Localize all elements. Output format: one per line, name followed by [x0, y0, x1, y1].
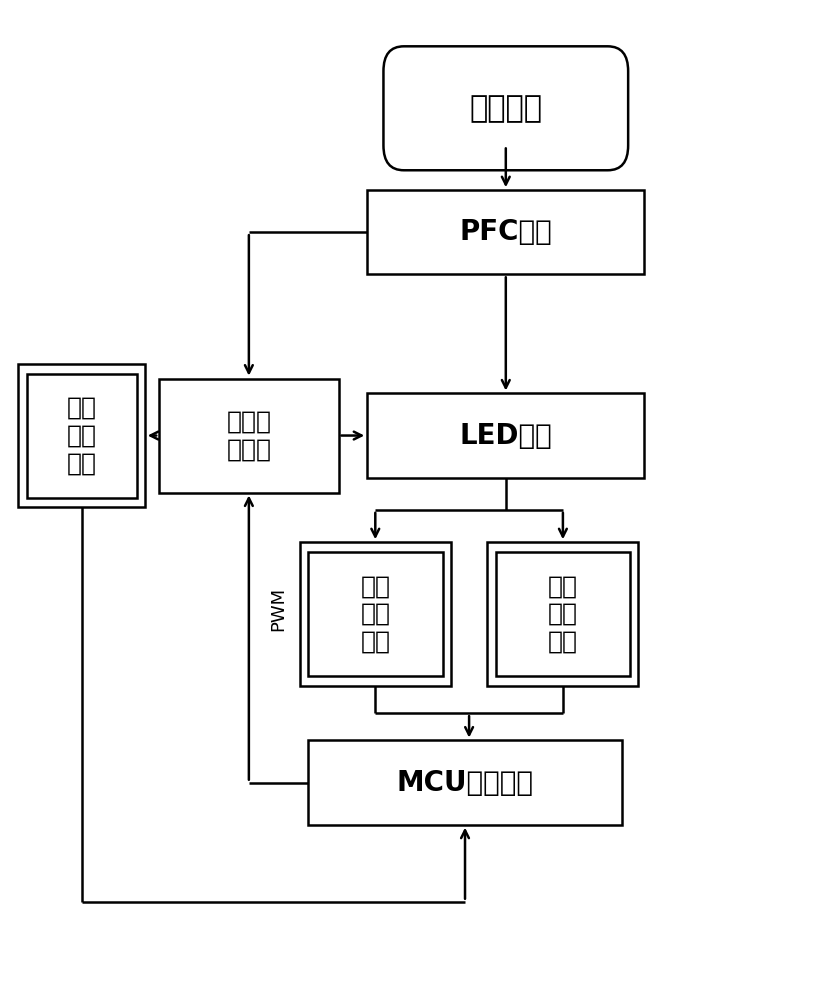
Text: 恒流驱
动模块: 恒流驱 动模块 [227, 410, 271, 461]
Bar [495, 552, 630, 676]
Bar [18, 364, 145, 507]
FancyBboxPatch shape [383, 46, 628, 170]
Text: 输入电源: 输入电源 [470, 94, 542, 123]
Bar [308, 740, 622, 825]
Text: 光强
检测
模块: 光强 检测 模块 [548, 574, 578, 654]
Bar [159, 379, 339, 493]
Bar [488, 542, 639, 686]
Text: 温度
检测
模块: 温度 检测 模块 [360, 574, 391, 654]
Text: PFC模块: PFC模块 [460, 218, 552, 246]
Bar [300, 542, 451, 686]
Bar [368, 190, 644, 274]
Text: 电流
检测
模块: 电流 检测 模块 [67, 396, 96, 475]
Bar [308, 552, 442, 676]
Text: PWM: PWM [269, 587, 288, 631]
Text: LED模组: LED模组 [460, 422, 552, 450]
Bar [26, 374, 137, 498]
Bar [368, 393, 644, 478]
Text: MCU控制模块: MCU控制模块 [396, 769, 533, 797]
